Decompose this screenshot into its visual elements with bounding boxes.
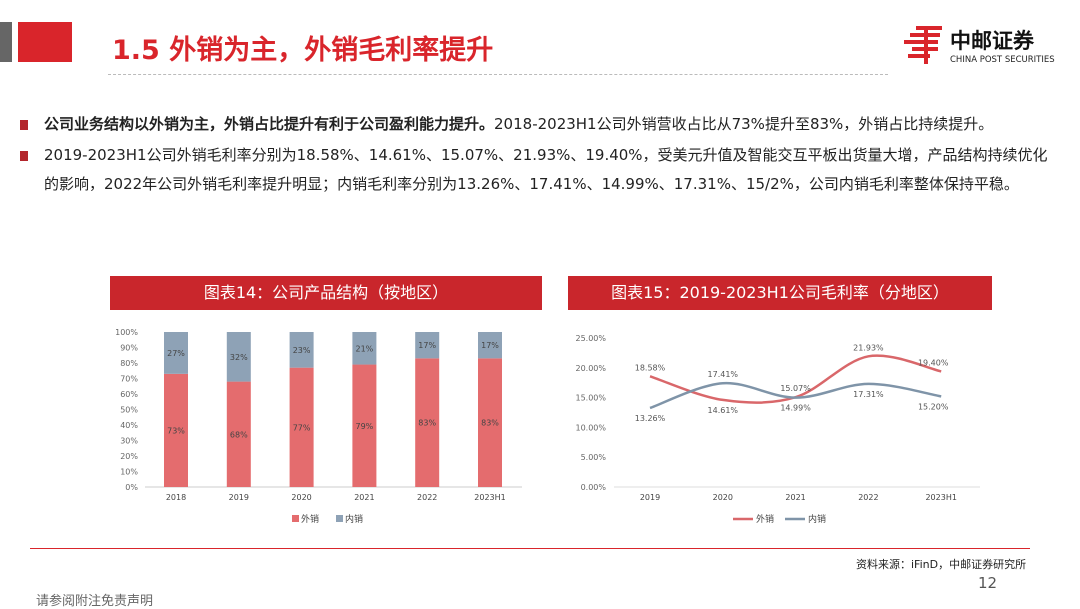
data-label: 17.41%	[708, 370, 739, 379]
x-tick-label: 2020	[291, 493, 311, 502]
data-label: 21.93%	[853, 343, 884, 352]
bar-外销-2021	[352, 364, 377, 487]
logo-text-en: CHINA POST SECURITIES	[950, 55, 1055, 65]
footer-divider	[30, 548, 1030, 549]
data-label: 17%	[418, 341, 436, 350]
y-tick-label: 90%	[120, 344, 138, 353]
chart15-header: 图表15：2019-2023H1公司毛利率（分地区）	[568, 276, 992, 310]
decor-grey-block	[0, 22, 12, 62]
x-tick-label: 2021	[785, 493, 805, 502]
bar-内销-2023H1	[478, 332, 502, 359]
title-divider	[108, 74, 888, 75]
data-label: 83%	[418, 419, 436, 428]
data-label: 79%	[356, 422, 374, 431]
y-tick-label: 50%	[120, 406, 138, 415]
data-label: 15.07%	[780, 384, 811, 393]
bar-外销-2018	[164, 373, 188, 487]
data-label: 77%	[293, 423, 311, 432]
logo-text-cn: 中邮证券	[950, 29, 1035, 53]
source-note: 资料来源：iFinD，中邮证券研究所	[856, 558, 1027, 571]
y-tick-label: 30%	[120, 437, 138, 446]
y-tick-label: 20%	[120, 452, 138, 461]
x-tick-label: 2020	[713, 493, 733, 502]
x-tick-label: 2021	[354, 493, 374, 502]
data-label: 14.61%	[708, 406, 739, 415]
x-tick-label: 2023H1	[925, 493, 956, 502]
data-label: 17.31%	[853, 390, 884, 399]
data-label: 27%	[167, 349, 185, 358]
bar-内销-2019	[226, 332, 251, 382]
bar-外销-2023H1	[478, 358, 502, 487]
x-tick-label: 2018	[166, 493, 186, 502]
y-tick-label: 0.00%	[581, 483, 607, 492]
bullet-text: 2018-2023H1公司外销营收占比从73%提升至83%，外销占比持续提升。	[494, 115, 994, 133]
y-tick-label: 70%	[120, 375, 138, 384]
bullet-item: 公司业务结构以外销为主，外销占比提升有利于公司盈利能力提升。2018-2023H…	[20, 110, 1060, 139]
data-label: 14.99%	[780, 404, 811, 413]
legend-label: 内销	[345, 513, 363, 525]
legend-swatch	[336, 515, 343, 522]
data-label: 17%	[481, 341, 499, 350]
bar-外销-2022	[415, 358, 440, 487]
page-number: 12	[978, 574, 998, 592]
x-tick-label: 2023H1	[474, 493, 505, 502]
data-label: 19.40%	[918, 358, 949, 367]
legend-label: 内销	[808, 513, 826, 525]
data-label: 18.58%	[635, 363, 666, 372]
y-tick-label: 40%	[120, 421, 138, 430]
x-tick-label: 2019	[229, 493, 249, 502]
data-label: 68%	[230, 430, 248, 439]
bullet-text: 2019-2023H1公司外销毛利率分别为18.58%、14.61%、15.07…	[44, 146, 1048, 193]
bullet-marker	[20, 151, 28, 161]
bullet-list: 公司业务结构以外销为主，外销占比提升有利于公司盈利能力提升。2018-2023H…	[20, 110, 1060, 201]
y-tick-label: 80%	[120, 359, 138, 368]
data-label: 83%	[481, 419, 499, 428]
line-外销	[649, 354, 942, 404]
y-tick-label: 60%	[120, 390, 138, 399]
y-tick-label: 0%	[125, 483, 138, 492]
bar-外销-2019	[226, 381, 251, 487]
y-tick-label: 25.00%	[575, 334, 606, 343]
bar-内销-2022	[415, 332, 440, 359]
bar-内销-2021	[352, 332, 377, 365]
decor-red-block	[18, 22, 72, 62]
chart14-header: 图表14：公司产品结构（按地区）	[110, 276, 542, 310]
bullet-marker	[20, 120, 28, 130]
bar-外销-2020	[289, 367, 314, 487]
legend-label: 外销	[301, 513, 319, 525]
y-tick-label: 10%	[120, 468, 138, 477]
x-tick-label: 2019	[640, 493, 660, 502]
bullet-item: 2019-2023H1公司外销毛利率分别为18.58%、14.61%、15.07…	[20, 141, 1060, 199]
y-tick-label: 5.00%	[581, 453, 607, 462]
data-label: 23%	[293, 346, 311, 355]
y-tick-label: 20.00%	[575, 364, 606, 373]
china-post-logo: 中邮证券 CHINA POST SECURITIES	[904, 26, 1055, 65]
data-label: 15.20%	[918, 402, 949, 411]
bullet-bold: 公司业务结构以外销为主，外销占比提升有利于公司盈利能力提升。	[44, 115, 495, 133]
bar-内销-2020	[289, 332, 314, 368]
data-label: 21%	[356, 344, 374, 353]
line-内销	[649, 381, 942, 410]
y-tick-label: 10.00%	[575, 423, 606, 432]
data-label: 13.26%	[635, 414, 666, 423]
bar-内销-2018	[164, 332, 188, 374]
data-label: 73%	[167, 426, 185, 435]
legend-label: 外销	[756, 513, 774, 525]
disclaimer: 请参阅附注免责声明	[36, 594, 154, 609]
legend-swatch	[292, 515, 299, 522]
y-tick-label: 100%	[115, 328, 138, 337]
data-label: 32%	[230, 353, 248, 362]
x-tick-label: 2022	[417, 493, 437, 502]
page-title: 1.5 外销为主，外销毛利率提升	[112, 35, 494, 66]
y-tick-label: 15.00%	[575, 394, 606, 403]
x-tick-label: 2022	[858, 493, 878, 502]
